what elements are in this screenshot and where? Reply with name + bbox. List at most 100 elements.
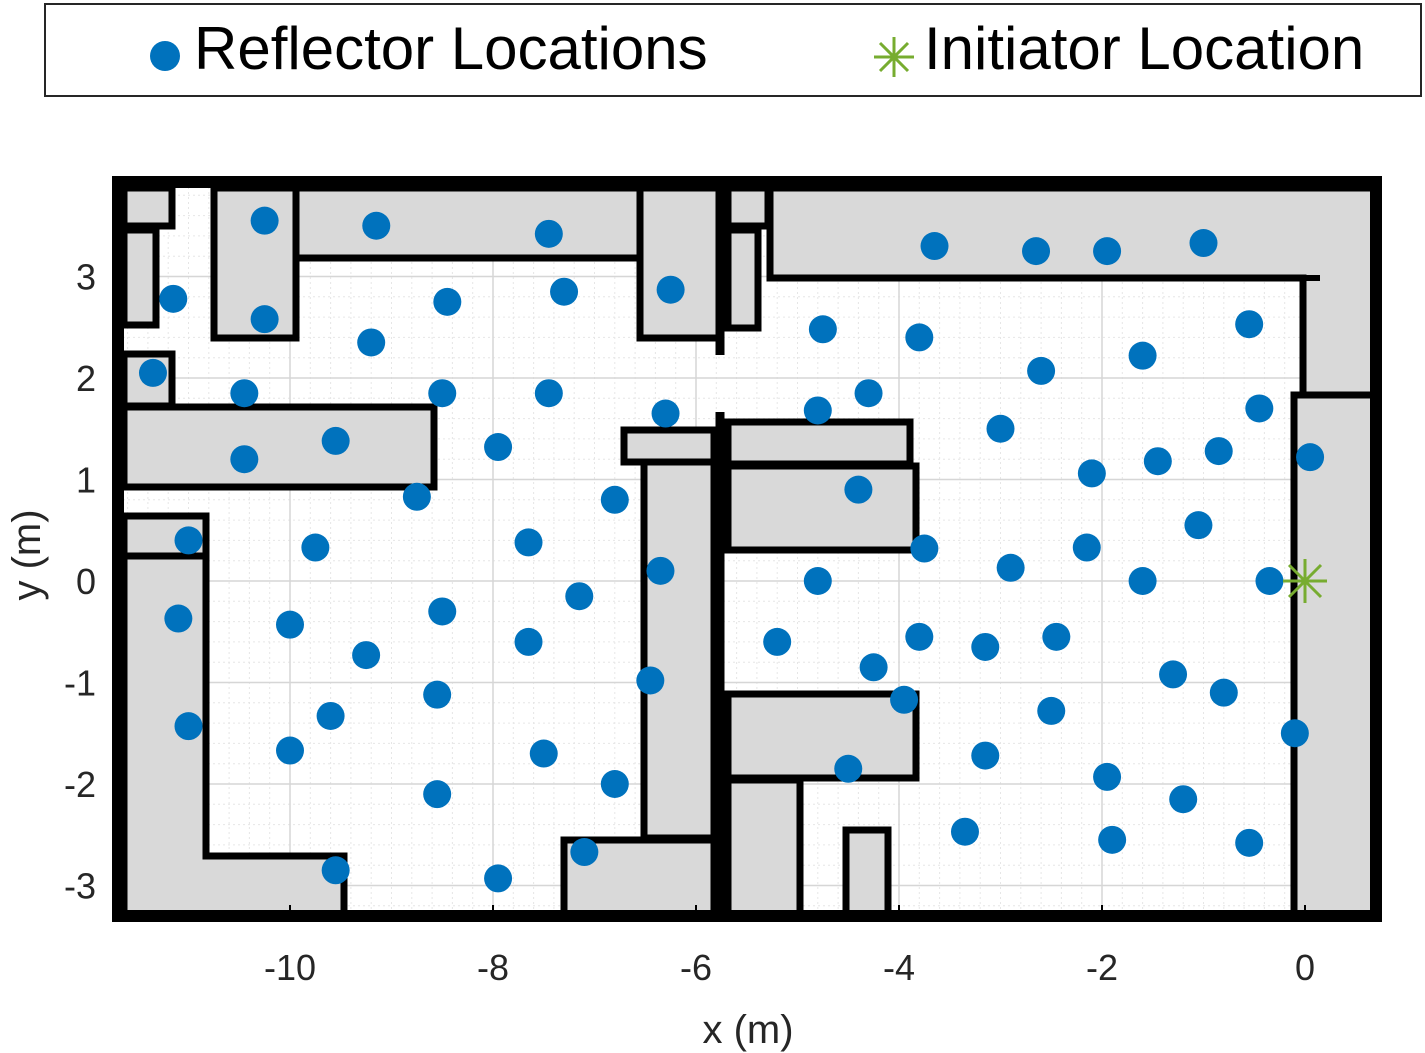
reflector-point <box>423 780 452 809</box>
legend: Reflector Locations Initiator Location <box>44 3 1422 97</box>
reflector-point <box>352 641 381 670</box>
reflector-point <box>174 526 203 555</box>
reflector-point <box>910 534 939 563</box>
reflector-point <box>905 323 934 352</box>
reflector-point <box>1159 660 1188 689</box>
wall-block <box>1290 391 1378 920</box>
wall-block <box>724 184 772 230</box>
reflector-point <box>250 305 279 334</box>
reflector-point <box>1128 567 1157 595</box>
reflector-point <box>950 817 979 846</box>
initiator-asterisk-stroke <box>1287 563 1323 599</box>
wall-block <box>724 418 914 468</box>
reflector-point <box>834 754 863 783</box>
wall-block <box>636 184 724 342</box>
reflector-point <box>321 426 350 455</box>
reflector-point <box>484 864 513 893</box>
x-tick-label: -8 <box>477 947 509 988</box>
reflector-point <box>301 533 330 562</box>
reflector-point <box>514 528 543 557</box>
y-tick-label: 0 <box>76 561 96 602</box>
reflector-point <box>986 414 1015 443</box>
reflector-point <box>565 582 594 611</box>
reflector-point <box>854 379 883 408</box>
reflector-point <box>164 604 193 633</box>
reflector-point <box>534 219 563 248</box>
reflector-point <box>230 379 259 408</box>
wall-block <box>842 826 892 920</box>
reflector-point <box>1296 443 1325 472</box>
reflector-point <box>1022 237 1051 266</box>
reflector-point <box>250 206 279 235</box>
reflector-point <box>174 712 203 741</box>
y-tick-label: -3 <box>64 866 96 907</box>
reflector-point <box>1280 719 1309 748</box>
y-tick-label: 1 <box>76 460 96 501</box>
x-tick-label: -2 <box>1086 947 1118 988</box>
reflector-point <box>230 445 259 474</box>
x-axis-label: x (m) <box>702 1008 793 1052</box>
reflector-point <box>1204 437 1233 466</box>
wall-block <box>120 403 438 491</box>
reflector-point <box>514 627 543 656</box>
reflector-point <box>844 475 873 504</box>
reflector-point <box>646 556 675 585</box>
reflector-point <box>1037 696 1066 725</box>
reflector-point <box>1235 828 1264 857</box>
reflector-point <box>971 632 1000 661</box>
reflector-point <box>1098 825 1127 854</box>
wall-block <box>292 184 644 262</box>
reflector-point <box>402 482 431 511</box>
wall-block <box>724 226 762 332</box>
reflector-point <box>1042 622 1071 651</box>
reflector-point <box>763 627 792 656</box>
reflector-point <box>428 379 457 408</box>
reflector-point <box>803 396 832 425</box>
reflector-point <box>1184 511 1213 540</box>
reflector-point <box>534 379 563 408</box>
reflector-point <box>920 232 949 261</box>
x-tick-label: 0 <box>1295 947 1315 988</box>
reflector-point <box>651 399 680 428</box>
reflector-points <box>138 206 1325 893</box>
reflector-point <box>636 666 665 695</box>
wall-block <box>640 458 718 842</box>
wall-block <box>724 462 920 554</box>
reflector-point <box>570 838 599 867</box>
reflector-point <box>276 736 304 765</box>
initiator-asterisk <box>1283 559 1327 603</box>
reflector-point <box>433 287 462 316</box>
wall-block <box>120 552 348 920</box>
reflector-point <box>316 701 345 730</box>
wall-block <box>120 226 160 329</box>
reflector-point <box>1245 394 1274 423</box>
wall-block <box>620 426 718 466</box>
reflector-point <box>484 433 513 462</box>
reflector-point <box>321 856 350 885</box>
floorplan-walls <box>112 176 1382 922</box>
reflector-point <box>1143 447 1172 476</box>
reflector-point <box>1169 785 1198 814</box>
reflector-point <box>138 358 167 387</box>
wall-block <box>724 690 920 782</box>
x-tick-label: -6 <box>680 947 712 988</box>
legend-reflector-marker <box>150 41 180 71</box>
reflector-point <box>656 275 685 304</box>
reflector-point <box>423 680 452 709</box>
reflector-point <box>1255 567 1284 595</box>
y-tick-label: -2 <box>64 764 96 805</box>
x-tick-label: -4 <box>883 947 915 988</box>
wall-block <box>766 184 1378 399</box>
reflector-point <box>1189 229 1218 258</box>
outer-frame <box>112 176 1382 922</box>
reflector-point <box>600 770 629 798</box>
y-tick-label: 3 <box>76 257 96 298</box>
reflector-point <box>890 685 919 714</box>
reflector-point <box>803 567 832 595</box>
reflector-point <box>905 622 934 651</box>
reflector-point <box>1077 459 1106 488</box>
reflector-point <box>529 739 558 768</box>
reflector-point <box>1209 678 1238 707</box>
reflector-point <box>600 485 629 514</box>
